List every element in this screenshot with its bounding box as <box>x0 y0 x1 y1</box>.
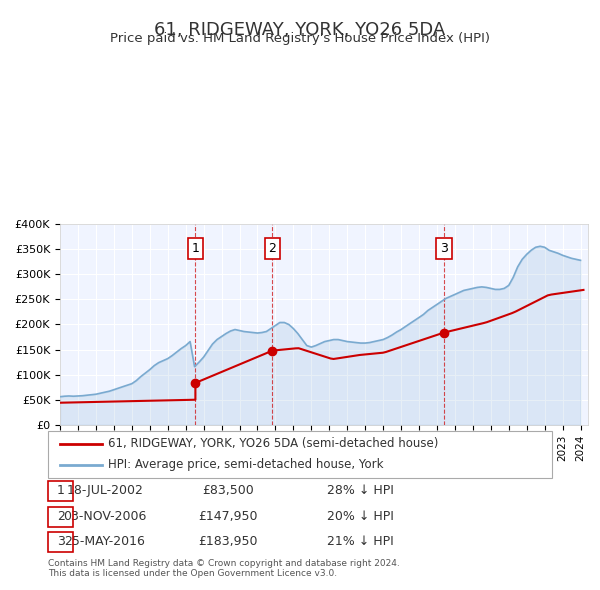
Text: 61, RIDGEWAY, YORK, YO26 5DA (semi-detached house): 61, RIDGEWAY, YORK, YO26 5DA (semi-detac… <box>108 437 439 450</box>
Text: 03-NOV-2006: 03-NOV-2006 <box>64 510 146 523</box>
Text: £147,950: £147,950 <box>198 510 258 523</box>
Text: 61, RIDGEWAY, YORK, YO26 5DA: 61, RIDGEWAY, YORK, YO26 5DA <box>154 21 446 39</box>
Text: £83,500: £83,500 <box>202 484 254 497</box>
Text: Contains HM Land Registry data © Crown copyright and database right 2024.: Contains HM Land Registry data © Crown c… <box>48 559 400 568</box>
Text: 3: 3 <box>440 242 448 255</box>
Text: HPI: Average price, semi-detached house, York: HPI: Average price, semi-detached house,… <box>108 458 383 471</box>
Text: 25-MAY-2016: 25-MAY-2016 <box>65 535 145 548</box>
Text: 20% ↓ HPI: 20% ↓ HPI <box>326 510 394 523</box>
Text: 28% ↓ HPI: 28% ↓ HPI <box>326 484 394 497</box>
Text: 18-JUL-2002: 18-JUL-2002 <box>67 484 143 497</box>
Text: Price paid vs. HM Land Registry's House Price Index (HPI): Price paid vs. HM Land Registry's House … <box>110 32 490 45</box>
Text: 3: 3 <box>56 535 65 548</box>
Text: £183,950: £183,950 <box>198 535 258 548</box>
Text: 2: 2 <box>269 242 277 255</box>
Text: 1: 1 <box>191 242 199 255</box>
Text: This data is licensed under the Open Government Licence v3.0.: This data is licensed under the Open Gov… <box>48 569 337 578</box>
Text: 2: 2 <box>56 510 65 523</box>
Text: 21% ↓ HPI: 21% ↓ HPI <box>326 535 394 548</box>
Text: 1: 1 <box>56 484 65 497</box>
